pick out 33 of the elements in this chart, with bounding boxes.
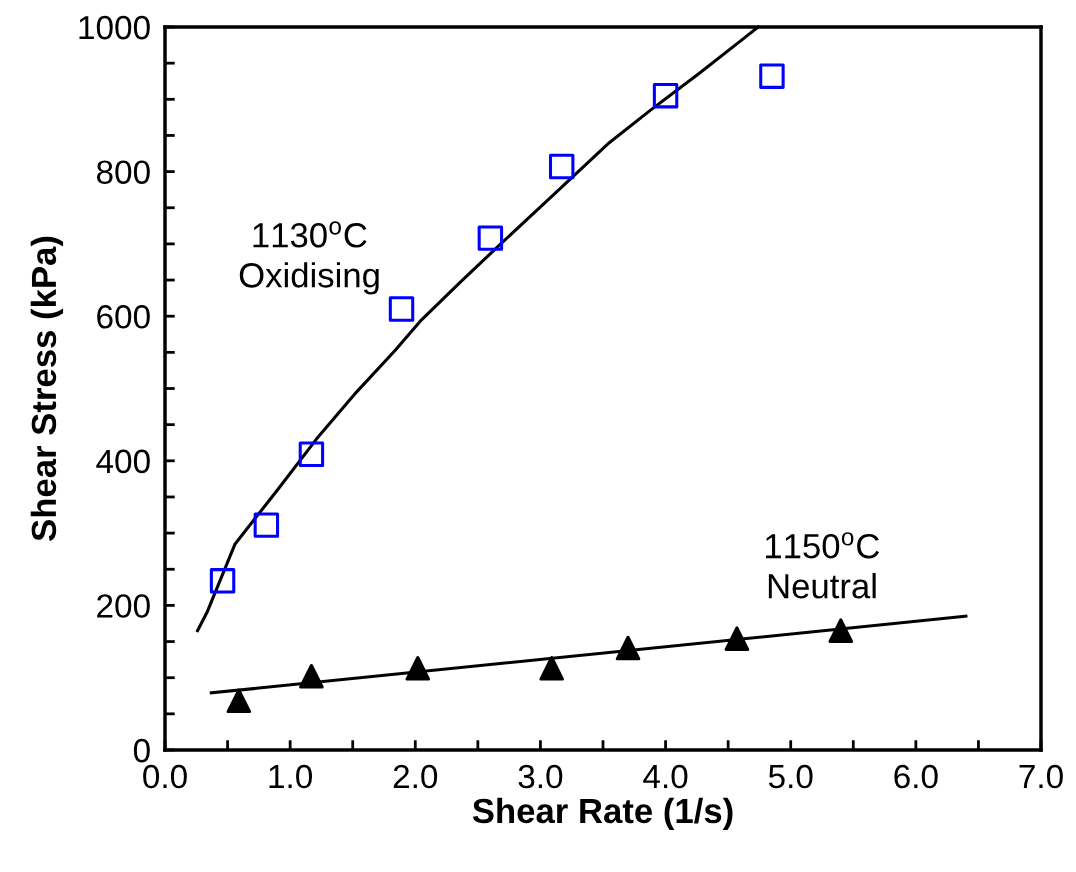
x-tick-label: 5.0 (768, 764, 813, 789)
point (477, 225, 504, 251)
x-tick-label: 1.0 (269, 764, 313, 789)
point (298, 441, 325, 468)
y-tick-label: 400 (96, 449, 150, 474)
x-axis-title: Shear Rate (1/s) (472, 797, 733, 831)
y-tick-label: 0 (133, 738, 150, 763)
x-tick-label: 0.0 (143, 764, 187, 789)
point (615, 635, 641, 661)
annotation: 1130$^{o}$C Oxidising (239, 221, 379, 295)
x-tick-label: 7.0 (1019, 764, 1063, 789)
point (226, 688, 252, 714)
x-tick-label: 4.0 (643, 764, 688, 789)
point (539, 656, 564, 681)
y-tick-label: 200 (97, 594, 150, 618)
point (652, 82, 679, 109)
point (299, 663, 324, 689)
point (828, 618, 854, 643)
point (405, 656, 431, 681)
point (759, 63, 785, 89)
point (209, 568, 236, 594)
y-tick-label: 800 (96, 160, 150, 185)
y-axis-title: Shear Stress (kPa) (30, 236, 64, 541)
point (724, 626, 750, 651)
x-tick-label: 6.0 (894, 764, 938, 789)
y-tick-label: 1000 (79, 15, 150, 40)
point (388, 296, 415, 322)
y-tick-label: 600 (97, 305, 150, 329)
x-tick-label: 3.0 (518, 764, 563, 789)
x-tick-label: 2.0 (393, 764, 438, 789)
annotation: 1150$^{o}$C Neutral (765, 532, 880, 599)
point (548, 153, 575, 180)
point (253, 512, 280, 538)
